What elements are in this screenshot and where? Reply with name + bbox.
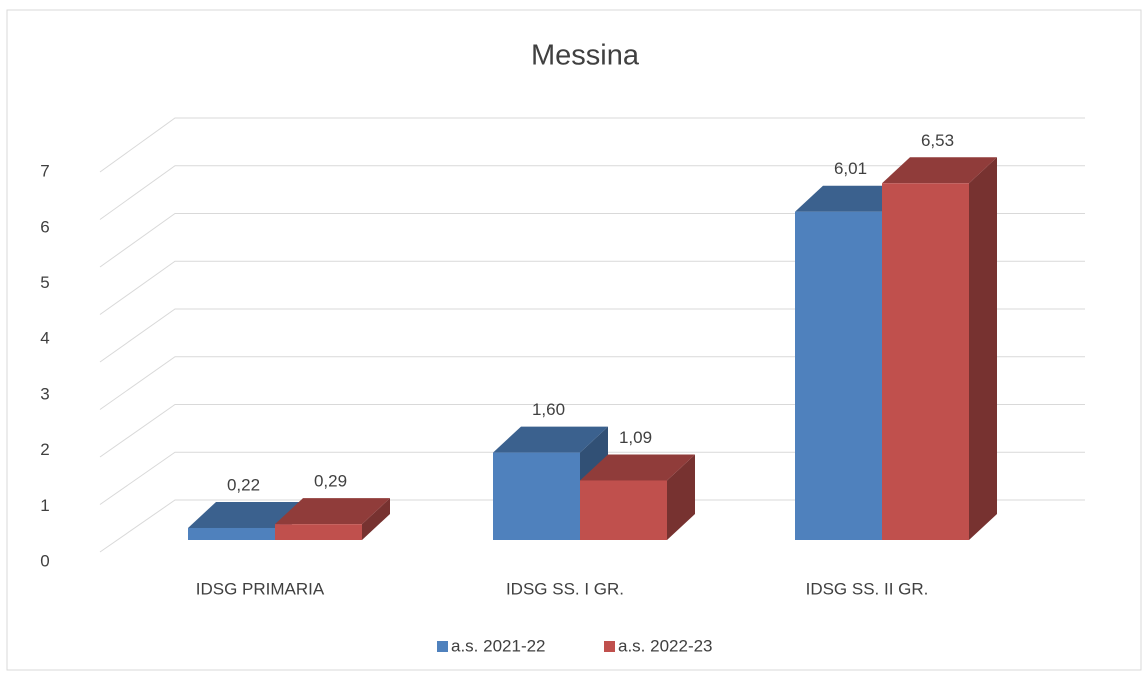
chart-frame [6,9,1142,671]
x-tick-label: IDSG SS. II GR. [806,579,929,598]
bar [188,527,275,540]
y-tick-label: 6 [40,217,49,236]
data-label: 0,22 [227,475,260,494]
y-tick-label: 7 [40,162,49,181]
x-tick-label: IDSG SS. I GR. [506,579,624,598]
legend-label: a.s. 2022-23 [618,636,713,655]
legend-swatch [437,641,448,652]
bar-top [882,157,997,184]
y-tick-label: 4 [40,329,49,348]
y-tick-label: 2 [40,440,49,459]
grid-line [99,356,1085,410]
y-tick-label: 0 [40,551,49,570]
bar-side [667,454,695,540]
bar-side [362,498,390,540]
legend-label: a.s. 2021-22 [451,636,546,655]
bar-top [580,454,695,481]
grid-line [99,308,1085,363]
x-tick-label: IDSG PRIMARIA [196,579,325,598]
data-label: 0,29 [314,472,347,491]
y-tick-label: 5 [40,273,49,292]
grid-line [99,165,1085,220]
bar [882,183,969,540]
data-label: 6,01 [834,159,867,178]
bar-top [493,426,608,453]
bar [275,524,362,540]
chart-title: Messina [531,40,640,72]
bar [493,452,580,540]
y-tick-label: 1 [40,496,49,515]
bar-side [969,157,997,540]
bar [795,211,882,541]
grid-line [99,499,1085,553]
grid-line [99,451,1085,505]
bar-top [275,498,390,525]
bar [580,480,667,540]
bar-top [188,501,303,528]
data-label: 6,53 [921,131,954,150]
grid-line [99,213,1085,268]
plot-top-edge [99,117,1085,173]
y-tick-label: 3 [40,384,49,403]
data-label: 1,60 [532,400,565,419]
grid-line [99,260,1085,315]
legend-swatch [604,641,615,652]
grid-line [99,404,1085,458]
data-label: 1,09 [619,428,652,447]
bar-top [795,185,910,212]
